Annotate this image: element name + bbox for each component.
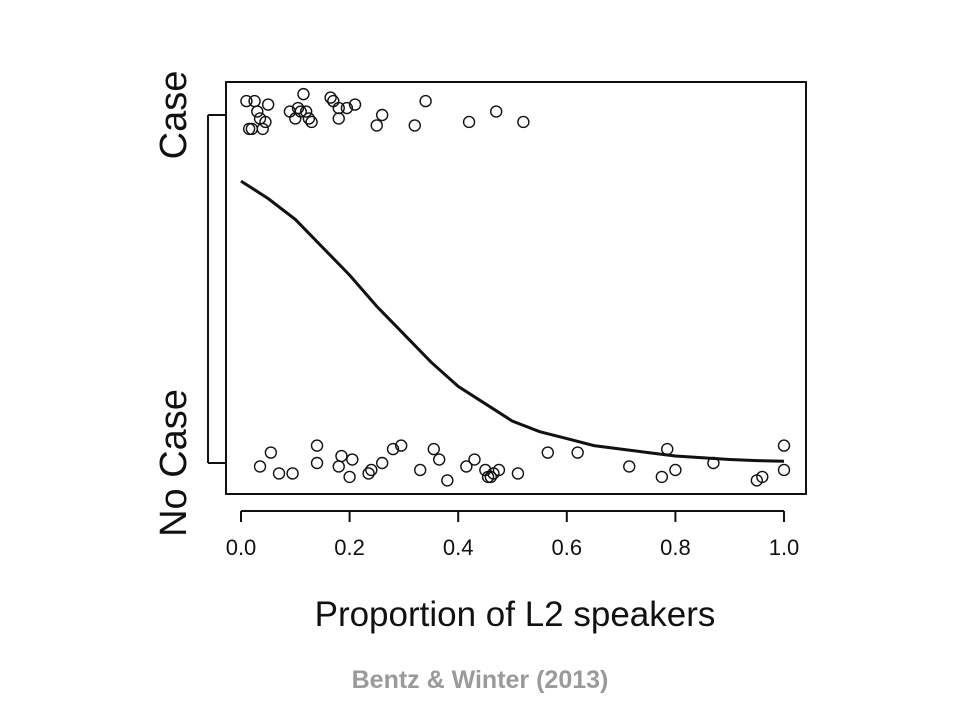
data-point-no-case [541, 446, 554, 459]
data-point-case [408, 119, 421, 132]
citation: Bentz & Winter (2013) [351, 666, 609, 694]
x-tick-label: 1.0 [769, 535, 800, 560]
data-point-case [419, 94, 432, 108]
data-point-no-case [346, 453, 359, 466]
data-point-case [462, 115, 476, 129]
data-point-case [302, 112, 316, 125]
data-point-no-case [756, 470, 769, 484]
data-point-case [299, 105, 313, 118]
y-category-label-case: Case [153, 71, 195, 160]
data-point-case [370, 119, 383, 132]
data-point-no-case [386, 442, 400, 456]
data-point-no-case [511, 467, 525, 480]
data-point-case [297, 87, 310, 101]
data-point-no-case [310, 439, 324, 452]
data-point-no-case [427, 442, 440, 456]
data-point-case [256, 122, 269, 136]
data-point-case [340, 101, 354, 115]
x-ticks: 0.0 0.2 0.4 0.6 0.8 1.0 [226, 511, 800, 560]
x-tick-label: 0.6 [552, 535, 583, 560]
data-point-no-case [310, 456, 324, 470]
data-point-no-case [441, 474, 454, 487]
data-point-no-case [272, 467, 286, 480]
data-point-no-case [332, 460, 345, 473]
data-point-no-case [253, 460, 267, 473]
data-point-case [332, 112, 345, 125]
data-point-no-case [669, 463, 682, 477]
x-tick-label: 0.8 [660, 535, 691, 560]
case-points [240, 87, 530, 136]
data-point-case [348, 98, 362, 111]
data-point-case [251, 105, 264, 118]
x-tick-label: 0.4 [443, 535, 474, 560]
data-point-case [240, 94, 253, 108]
logistic-fit-curve [240, 179, 785, 463]
data-point-no-case [343, 470, 356, 484]
data-point-no-case [661, 442, 674, 456]
data-point-no-case [655, 470, 669, 484]
data-point-no-case [362, 467, 375, 480]
data-point-case [291, 101, 305, 115]
data-point-no-case [394, 439, 408, 452]
data-point-case [245, 122, 259, 136]
data-point-no-case [432, 453, 446, 466]
data-point-case [261, 98, 275, 111]
data-point-case [248, 94, 261, 108]
x-axis: 0.0 0.2 0.4 0.6 0.8 1.0 Proportion of L2 spea… [226, 510, 800, 634]
data-point-case [242, 122, 256, 136]
y-axis: Case No Case [153, 71, 226, 537]
y-category-label-no-case: No Case [153, 389, 195, 537]
data-point-no-case [264, 446, 278, 459]
data-point-no-case [468, 453, 481, 466]
data-point-case [294, 105, 307, 118]
data-point-case [324, 91, 337, 104]
data-point-case [490, 105, 503, 118]
data-point-no-case [777, 439, 791, 452]
x-axis-title: Proportion of L2 speakers [315, 595, 716, 634]
x-tick-label: 0.0 [226, 535, 257, 560]
data-point-case [259, 115, 272, 129]
data-point-no-case [460, 460, 473, 473]
data-point-no-case [335, 449, 348, 463]
data-point-case [327, 94, 340, 108]
plot-frame [225, 81, 807, 495]
data-point-no-case [571, 446, 584, 459]
data-point-no-case [413, 463, 427, 477]
data-point-no-case [777, 463, 791, 477]
data-point-no-case [375, 456, 389, 470]
data-point-case [289, 112, 302, 125]
data-point-no-case [492, 463, 506, 477]
data-point-no-case [623, 460, 636, 473]
data-point-case [305, 115, 318, 129]
data-point-case [375, 108, 389, 122]
no-case-points [253, 439, 791, 487]
x-tick-label: 0.2 [334, 535, 365, 560]
data-point-no-case [365, 463, 378, 477]
data-point-no-case [484, 470, 497, 484]
data-point-case [517, 115, 530, 129]
data-point-no-case [286, 467, 299, 480]
